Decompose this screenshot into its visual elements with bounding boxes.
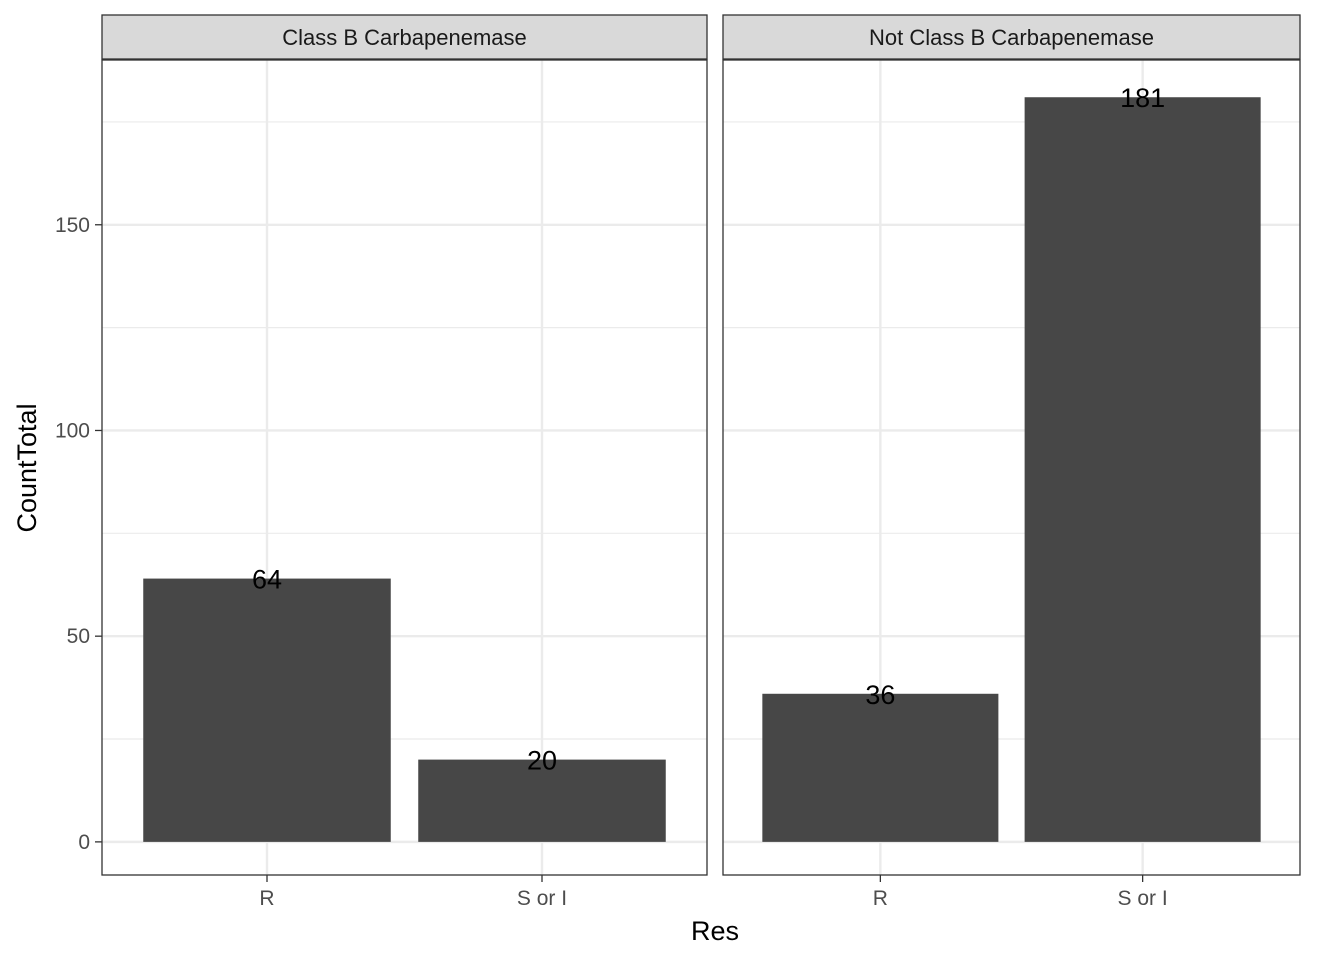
- facet-panel-1: 64 20 Class B Carbapenemase R S or I: [101, 14, 708, 910]
- chart-panels: 64 20 Class B Carbapenemase R S or I 36 181 Not…: [101, 14, 1301, 910]
- bar-r: [762, 693, 999, 842]
- bar-r: [143, 578, 391, 842]
- bar-s-or-i: [1024, 97, 1261, 842]
- data-label: 20: [527, 746, 557, 776]
- y-axis: 0 50 100 150: [55, 214, 102, 854]
- x-axis-title: Res: [691, 916, 739, 946]
- x-tick-label: S or I: [1118, 887, 1168, 910]
- data-label: 36: [865, 680, 895, 710]
- facet-strip-label: Class B Carbapenemase: [282, 25, 527, 50]
- facet-panel-2: 36 181 Not Class B Carbapenemase R S or I: [722, 14, 1301, 910]
- panel-border: [101, 59, 708, 876]
- data-label: 181: [1120, 83, 1165, 113]
- y-tick-label: 50: [67, 625, 90, 648]
- y-tick-label: 100: [55, 419, 90, 442]
- x-tick-label: S or I: [517, 887, 567, 910]
- bar-s-or-i: [418, 759, 666, 842]
- y-tick-label: 150: [55, 214, 90, 237]
- facet-strip: [101, 14, 708, 60]
- x-tick-label: R: [873, 887, 888, 910]
- data-label: 64: [252, 565, 282, 595]
- y-axis-title: CountTotal: [12, 403, 42, 532]
- facet-strip: [722, 14, 1301, 60]
- facet-strip-label: Not Class B Carbapenemase: [869, 25, 1154, 50]
- x-tick-label: R: [259, 887, 274, 910]
- panel-border: [722, 59, 1301, 876]
- y-tick-label: 0: [78, 831, 90, 854]
